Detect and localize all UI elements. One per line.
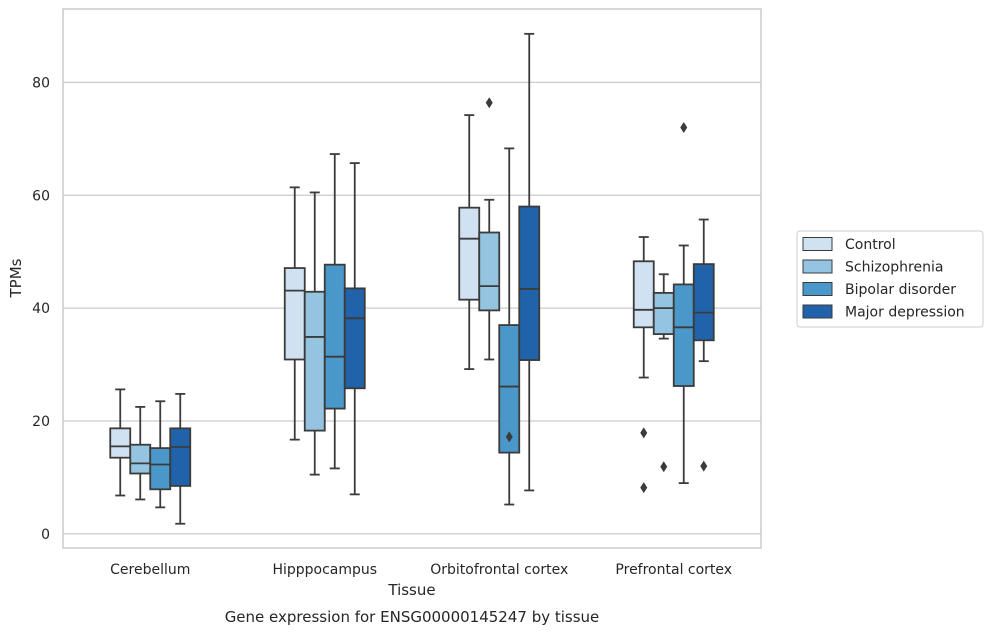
box-body [109,427,132,459]
legend-label: Schizophrenia [845,260,943,276]
outlier-point [485,97,493,109]
box-schizophrenia [478,97,501,361]
box-body [169,427,192,487]
box-body [478,231,501,312]
outlier-point [700,460,708,472]
y-tick-label: 40 [32,301,50,317]
outlier-point [640,482,648,494]
y-tick-label: 60 [32,188,50,204]
box-body [498,324,521,454]
outlier-point [660,461,668,473]
box-bipolar-disorder [498,147,521,506]
legend-swatch [802,304,833,319]
y-tick-label: 0 [41,527,50,543]
y-axis-label: TPMs [7,258,25,298]
box-bipolar-disorder [672,122,695,484]
x-axis-label: Tissue [387,581,435,599]
box-control [458,114,481,370]
box-body [323,263,346,410]
box-body [129,443,152,475]
box-schizophrenia [129,406,152,501]
y-axis-ticks: 0 20 40 60 80 [32,75,50,543]
legend-swatch [802,282,833,296]
box-schizophrenia [303,191,326,476]
grid-lines [63,81,761,535]
box-body [652,291,675,335]
x-tick-label: Cerebellum [110,562,190,578]
box-body [149,447,172,491]
x-tick-label: Orbitofrontal cortex [430,562,568,578]
legend-label: Control [845,237,896,253]
legend-label: Major depression [845,305,965,321]
outlier-point [640,427,648,439]
box-schizophrenia [652,273,675,473]
box-control [283,186,306,441]
plot-marks [109,32,715,525]
plot-frame [62,8,762,549]
box-body [303,290,326,432]
box-body [518,205,541,361]
legend-label: Bipolar disorder [845,282,956,298]
box-major-depression [343,162,366,496]
x-axis-ticks: Cerebellum Hipppocampus Orbitofrontal cort… [110,562,732,578]
chart-caption: Gene expression for ENSG00000145247 by t… [225,608,600,626]
box-bipolar-disorder [323,153,346,470]
outlier-point [505,431,513,443]
x-tick-label: Hipppocampus [272,562,377,578]
box-body [458,206,481,301]
box-body [343,287,366,390]
legend-swatch [802,237,833,251]
box-major-depression [692,218,715,472]
legend: Control Schizophrenia Bipolar disorder Majo… [796,230,984,328]
box-body [692,263,715,342]
box-bipolar-disorder [149,400,172,509]
box-major-depression [169,393,192,525]
x-tick-label: Prefrontal cortex [615,562,732,578]
outlier-point [680,122,688,134]
box-control [632,236,655,494]
y-tick-label: 80 [32,75,50,91]
y-tick-label: 20 [32,414,50,430]
legend-swatch [802,259,833,274]
box-control [109,388,132,497]
box-major-depression [518,32,541,492]
legend-frame [796,230,984,328]
box-body [632,260,655,329]
box-body [283,267,306,361]
box-body [672,283,695,387]
